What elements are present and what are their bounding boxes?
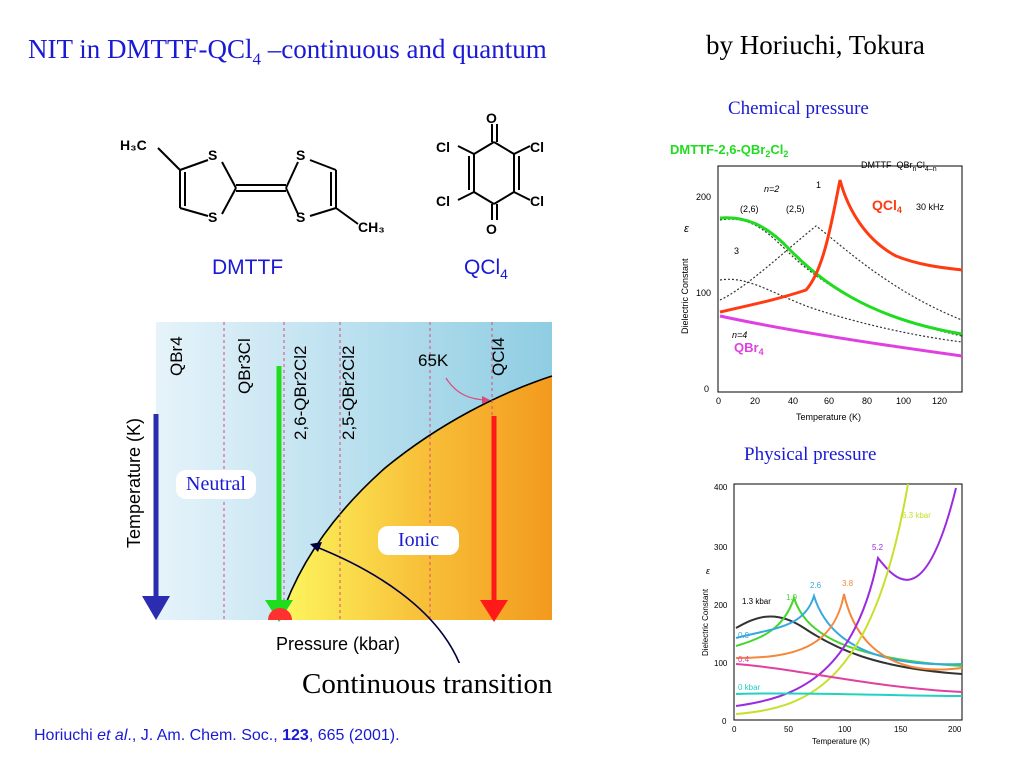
- pp-label-3.8: 3.8: [842, 579, 854, 588]
- physical-pressure-chart: 1.3 kbar 1.9 2.6 3.8 5.2 6.3 kbar 0.9 0.…: [701, 483, 963, 746]
- compound-qcl4: QCl4: [489, 337, 508, 376]
- chem-xtick-100: 100: [896, 396, 911, 406]
- pp-ytick-0: 0: [722, 717, 727, 726]
- chem-xtick-80: 80: [862, 396, 872, 406]
- chemical-pressure-caption: Chemical pressure: [728, 98, 869, 119]
- continuous-transition-label: Continuous transition: [302, 668, 553, 700]
- pp-ytick-400: 400: [714, 483, 728, 492]
- pp-xlabel: Temperature (K): [812, 737, 870, 746]
- freq-label: 30 kHz: [916, 202, 945, 212]
- pp-label-2.6: 2.6: [810, 581, 822, 590]
- annotation-65k: 65K: [418, 351, 449, 370]
- reference: Horiuchi et al., J. Am. Chem. Soc., 123,…: [34, 727, 400, 744]
- chem-eps: ε: [684, 223, 689, 235]
- chem-xtick-20: 20: [750, 396, 760, 406]
- chem-ytick-100: 100: [696, 288, 711, 298]
- pp-label-1.9: 1.9: [786, 593, 798, 602]
- atom-s-2: S: [208, 209, 217, 225]
- dmttf-structure: H₃C S S S S CH₃: [120, 137, 385, 235]
- pp-label-5.2: 5.2: [872, 543, 884, 552]
- compound-26-qbr2cl2: 2,6-QBr2Cl2: [291, 346, 310, 440]
- c26-label: (2,6): [740, 204, 759, 214]
- pp-xtick-150: 150: [894, 725, 908, 734]
- qcl4-label: QCl4: [464, 256, 508, 283]
- chem-ytick-0: 0: [704, 384, 709, 394]
- physical-pressure-caption: Physical pressure: [744, 444, 877, 465]
- compound-qbr3cl: QBr3Cl: [235, 338, 254, 394]
- pp-xtick-0: 0: [732, 725, 737, 734]
- pp-ylabel: Dielectric Constant: [701, 588, 710, 656]
- atom-ch3: CH₃: [358, 219, 385, 235]
- authors: by Horiuchi, Tokura: [706, 30, 925, 60]
- chem-xtick-60: 60: [824, 396, 834, 406]
- c3-label: 3: [734, 246, 739, 256]
- chem-ytick-200: 200: [696, 192, 711, 202]
- dmttf-label: DMTTF: [212, 256, 284, 279]
- neutral-label: Neutral: [176, 470, 256, 499]
- c25-label: (2,5): [786, 204, 805, 214]
- qcl4-series-label: QCl4: [872, 197, 902, 215]
- pp-eps: ε: [706, 566, 711, 576]
- atom-o-top: O: [486, 110, 497, 126]
- atom-cl-1: Cl: [530, 139, 544, 155]
- c1-label: 1: [816, 180, 821, 190]
- chem-ylabel: Dielectric Constant: [680, 258, 690, 334]
- qcl4-structure: O O Cl Cl Cl Cl: [436, 110, 544, 237]
- chem-xtick-0: 0: [716, 396, 721, 406]
- series-dmttf-26: [719, 216, 963, 336]
- chem-xtick-120: 120: [932, 396, 947, 406]
- pp-label-0kbar: 0 kbar: [738, 683, 761, 692]
- compound-25-qbr2cl2: 2,5-QBr2Cl2: [339, 346, 358, 440]
- pp-xtick-100: 100: [838, 725, 852, 734]
- chem-xtick-40: 40: [788, 396, 798, 406]
- ionic-region: [280, 376, 552, 620]
- slide-title: NIT in DMTTF-QCl4 –continuous and quantu…: [28, 34, 547, 69]
- pp-label-1.3: 1.3 kbar: [742, 597, 771, 606]
- phase-boundary: [279, 375, 553, 621]
- series-qbr4: [719, 314, 963, 358]
- xlabel-pressure: Pressure (kbar): [276, 634, 400, 654]
- pp-xtick-50: 50: [784, 725, 793, 734]
- atom-cl-3: Cl: [436, 139, 450, 155]
- chem-xlabel: Temperature (K): [796, 412, 861, 422]
- atom-cl-4: Cl: [436, 193, 450, 209]
- ylabel-temperature: Temperature (K): [124, 418, 144, 548]
- atom-cl-2: Cl: [530, 193, 544, 209]
- pp-ytick-100: 100: [714, 659, 728, 668]
- qbr4-series-label: QBr4: [734, 340, 764, 357]
- continuous-arrow-line: [313, 545, 460, 663]
- inset-title: DMTTF–QBrnCl4–n: [861, 160, 937, 173]
- compound-qbr4: QBr4: [167, 336, 186, 376]
- series-qcl4: [719, 179, 963, 314]
- pp-label-0.9: 0.9: [738, 631, 750, 640]
- n2-label: n=2: [764, 184, 779, 194]
- atom-s-1: S: [208, 147, 217, 163]
- pp-label-0.4: 0.4: [738, 655, 750, 664]
- atom-h3c: H₃C: [120, 137, 147, 153]
- pp-ytick-300: 300: [714, 543, 728, 552]
- critical-point: [268, 608, 292, 620]
- ionic-label: Ionic: [378, 526, 460, 555]
- atom-s-3: S: [296, 147, 305, 163]
- n4-label: n=4: [732, 330, 747, 340]
- dmttf-series-label: DMTTF-2,6-QBr2Cl2: [670, 142, 788, 159]
- pp-label-6.3: 6.3 kbar: [902, 511, 931, 520]
- pp-ytick-200: 200: [714, 601, 728, 610]
- chemical-pressure-chart: DMTTF–QBrnCl4–n DMTTF-2,6-QBr2Cl2 QCl4 3…: [670, 142, 963, 422]
- atom-s-4: S: [296, 209, 305, 225]
- pp-xtick-200: 200: [948, 725, 962, 734]
- atom-o-bottom: O: [486, 221, 497, 237]
